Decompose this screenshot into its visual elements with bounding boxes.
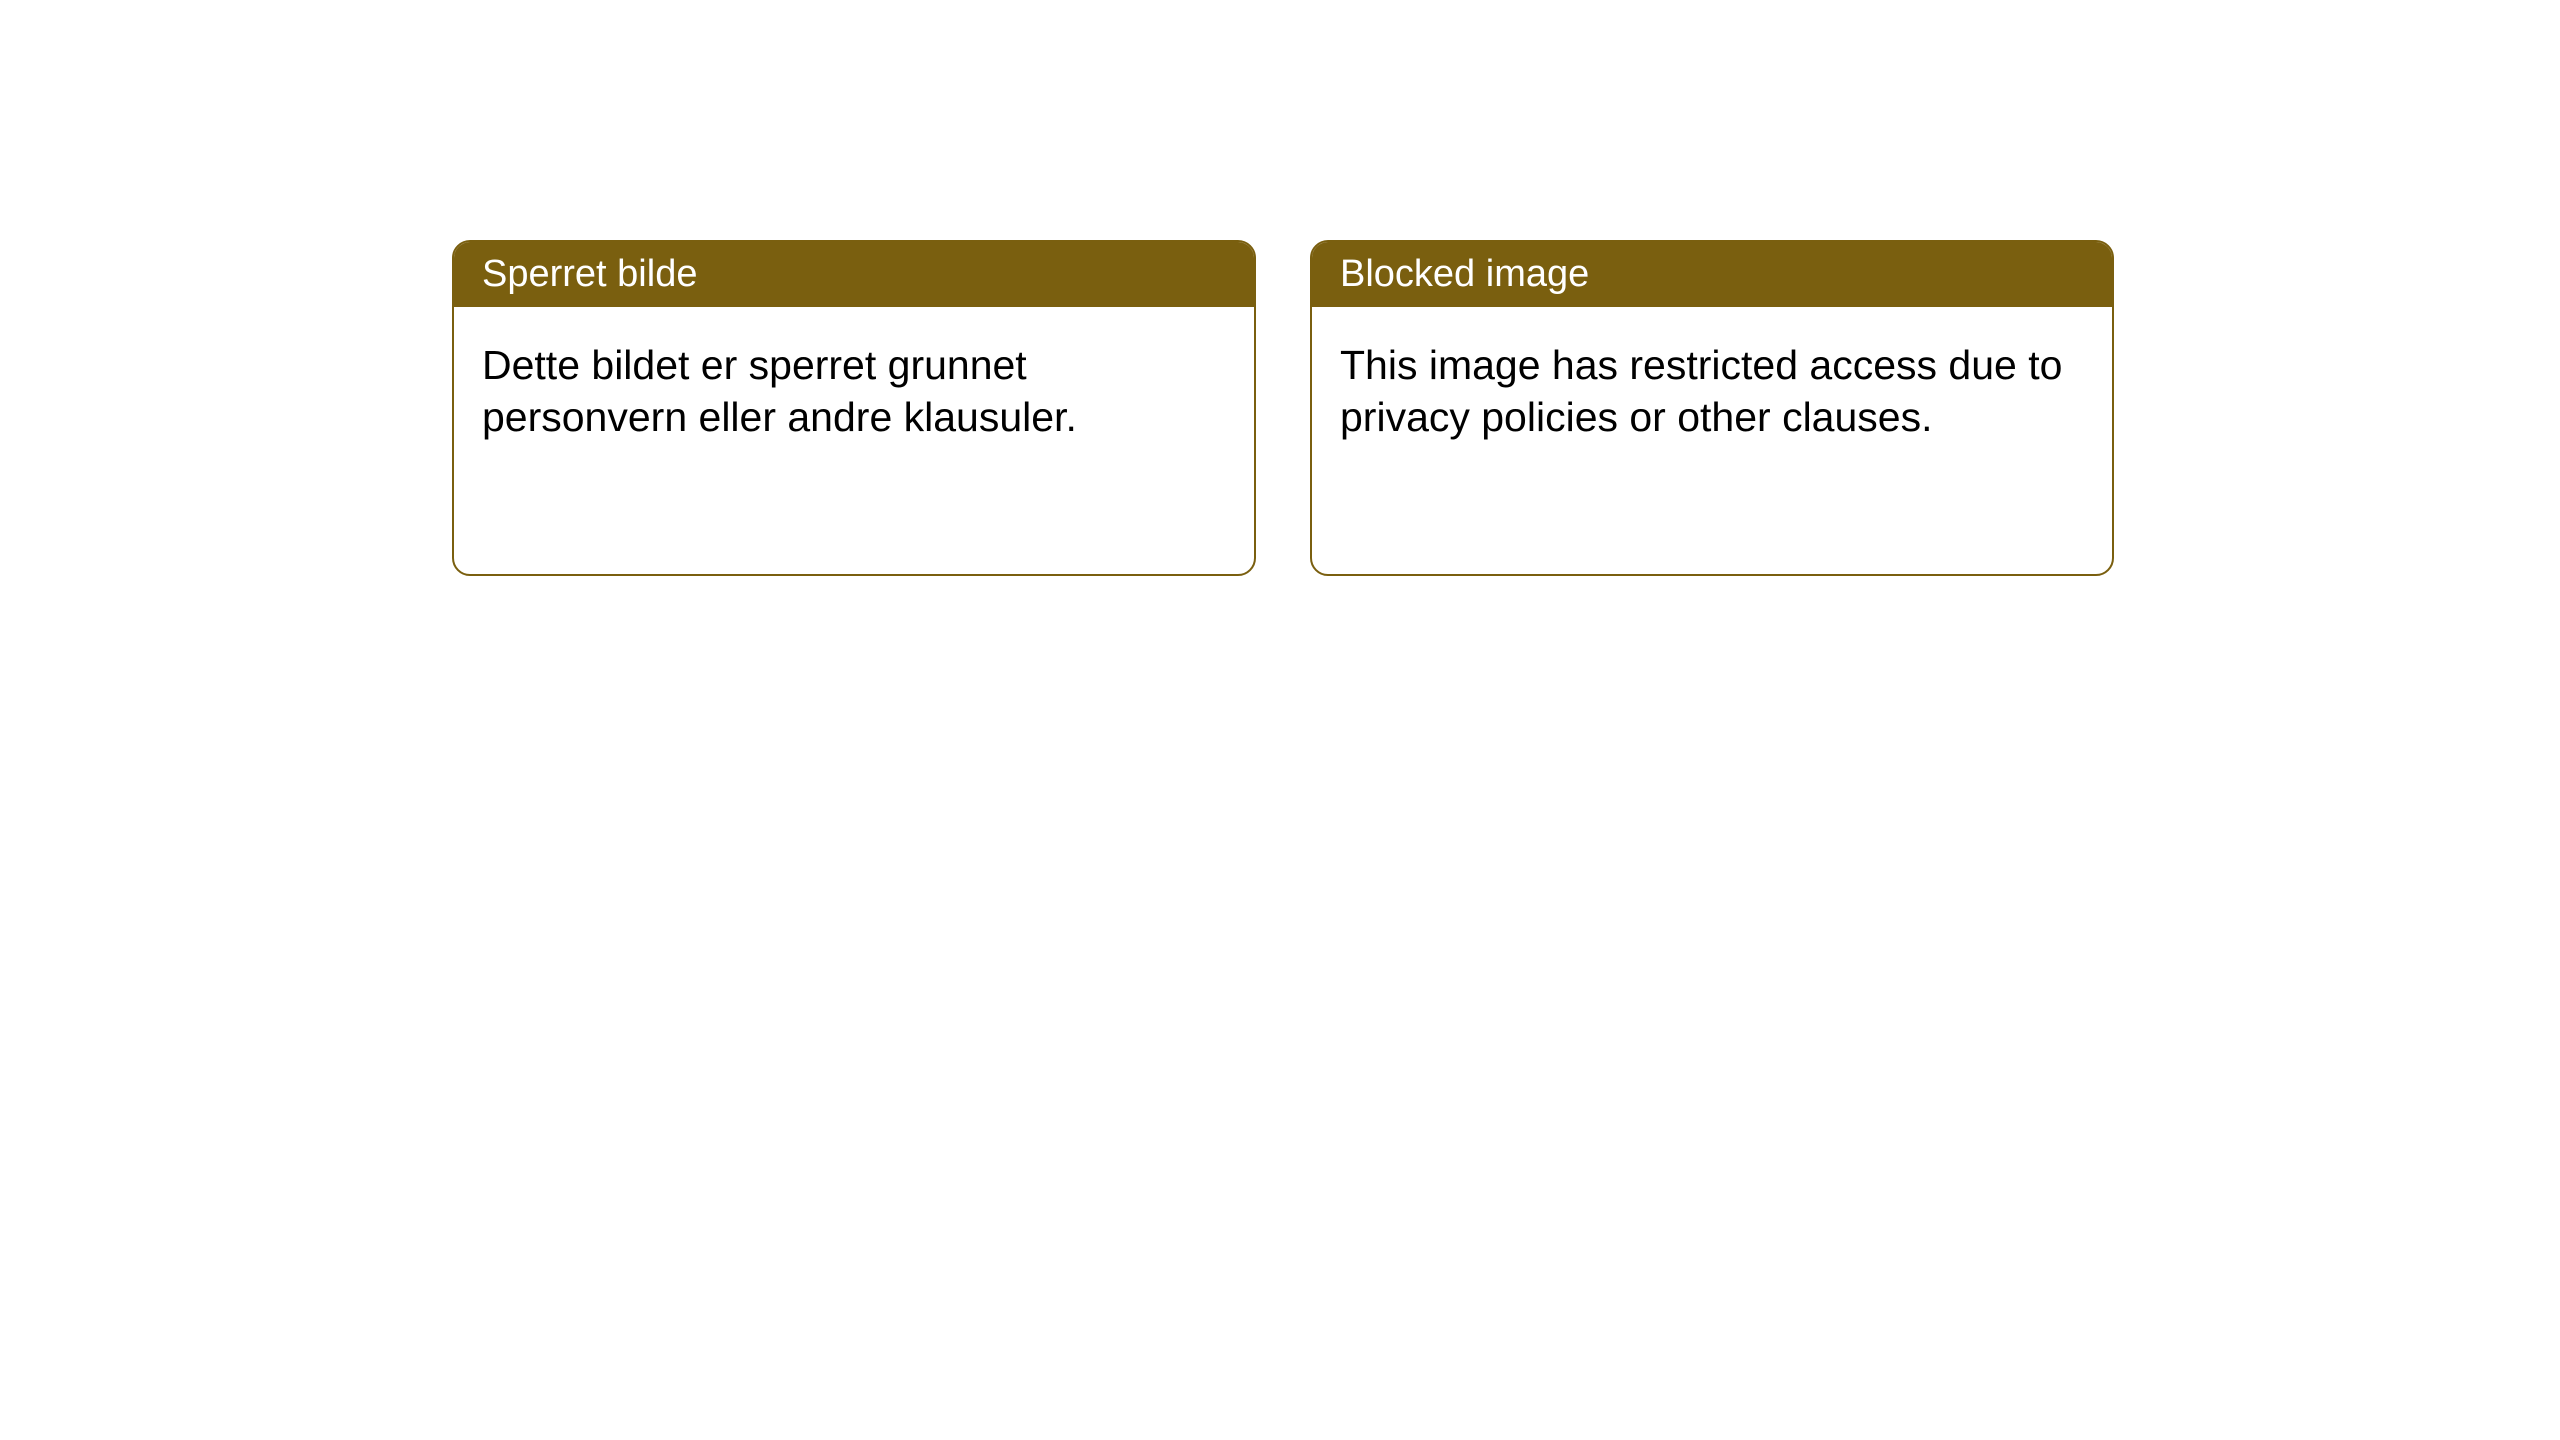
notice-body: Dette bildet er sperret grunnet personve…: [454, 307, 1254, 574]
notice-card-english: Blocked image This image has restricted …: [1310, 240, 2114, 576]
notice-body: This image has restricted access due to …: [1312, 307, 2112, 574]
notice-title: Blocked image: [1340, 253, 1589, 295]
notice-header: Sperret bilde: [454, 242, 1254, 307]
notice-container: Sperret bilde Dette bildet er sperret gr…: [0, 0, 2560, 576]
notice-text: This image has restricted access due to …: [1340, 342, 2062, 440]
notice-header: Blocked image: [1312, 242, 2112, 307]
notice-text: Dette bildet er sperret grunnet personve…: [482, 342, 1077, 440]
notice-title: Sperret bilde: [482, 253, 697, 295]
notice-card-norwegian: Sperret bilde Dette bildet er sperret gr…: [452, 240, 1256, 576]
